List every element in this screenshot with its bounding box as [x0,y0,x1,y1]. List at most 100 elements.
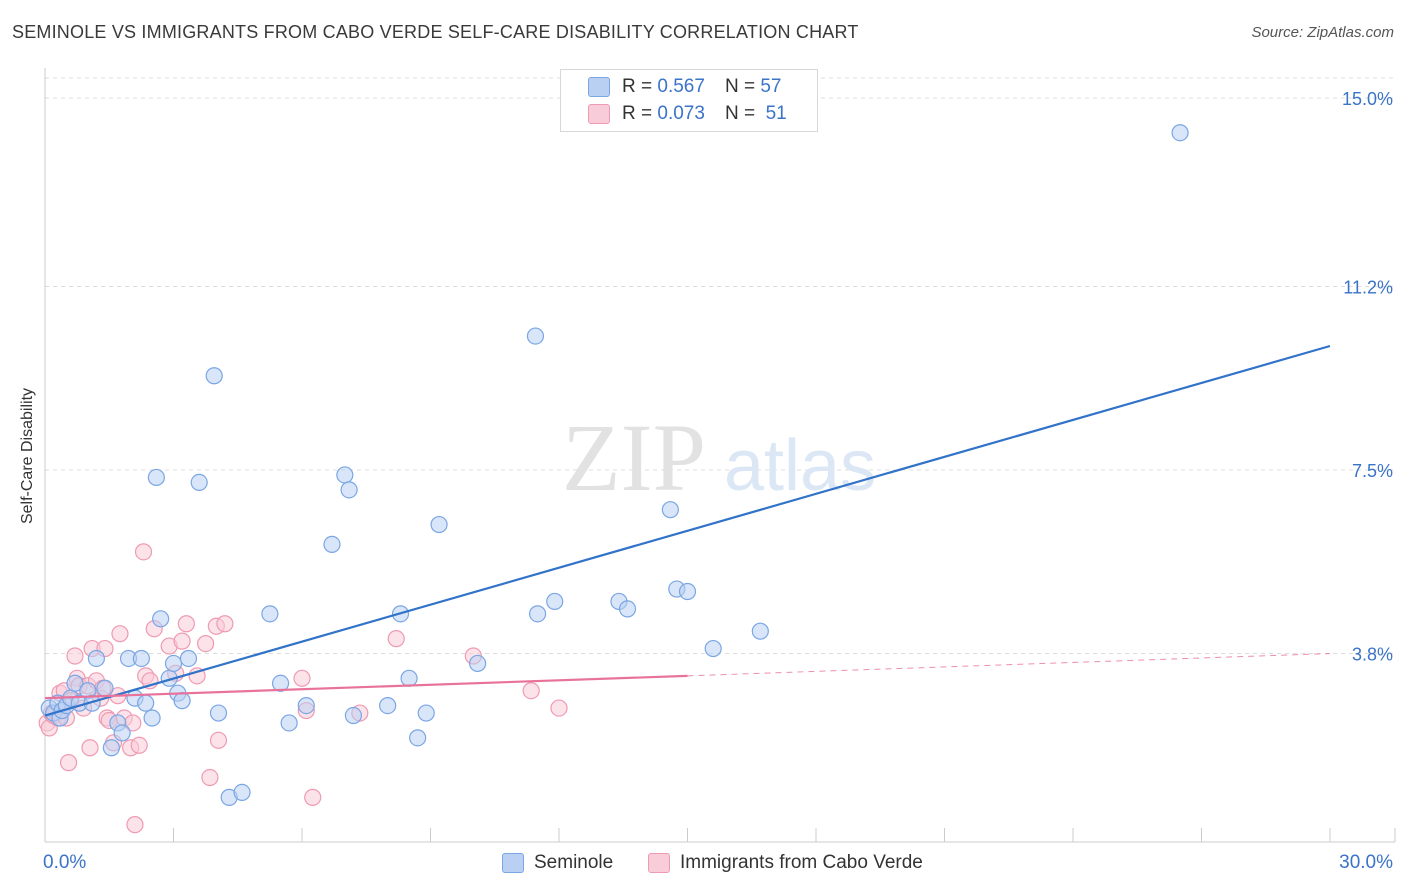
point-seminole [152,610,170,628]
point-seminole [233,783,251,802]
series-seminole-points [40,124,1189,806]
point-seminole [83,694,101,712]
point-seminole [1171,124,1189,142]
legend-swatch-cabo-verde [588,104,610,124]
point-seminole [323,535,341,554]
trend-lines [44,344,1331,717]
point-seminole [344,706,362,725]
point-cabo-verde [59,754,78,772]
point-seminole [66,674,84,692]
legend-n-label: N = [724,103,756,124]
watermark: ZIP atlas [562,404,876,511]
point-seminole [678,582,697,601]
point-cabo-verde [130,736,148,754]
point-seminole [469,654,487,673]
legend-swatch-seminole [588,77,610,97]
point-cabo-verde [126,816,144,834]
point-seminole [546,592,564,611]
point-seminole [137,694,155,712]
legend-n-value: 51 [765,103,787,124]
point-seminole [87,649,106,668]
legend-r-value: 0.567 [657,76,705,97]
point-seminole [379,696,397,715]
watermark-zip: ZIP [562,404,706,511]
legend-r-value: 0.073 [657,103,705,124]
legend-row-cabo-verde: R = 0.073 N = 51 [588,102,787,126]
trend-line-cabo-verde-extrapolated [687,653,1331,677]
legend-row-seminole: R = 0.567 N = 57 [588,75,781,99]
point-seminole [113,724,131,742]
legend-swatch-seminole [502,853,524,873]
y-tick-labels: 3.8% 7.5% 11.2% 15.0% [1342,89,1393,665]
y-axis-title: Self-Care Disability [19,387,36,525]
point-cabo-verde [550,699,568,717]
point-seminole [205,367,223,385]
point-seminole [271,674,290,692]
trend-line-cabo-verde [44,674,688,700]
y-tick-label: 11.2% [1343,277,1393,297]
point-seminole [336,466,354,484]
y-tick-label: 15.0% [1342,89,1393,109]
point-cabo-verde [177,615,195,633]
point-seminole [173,692,191,710]
point-seminole [430,515,448,534]
point-cabo-verde [111,625,129,643]
point-seminole [526,327,545,345]
point-seminole [164,654,183,673]
point-seminole [400,669,418,687]
point-cabo-verde [134,543,153,561]
legend-label-seminole: Seminole [534,852,614,873]
point-seminole [751,622,769,640]
point-seminole [190,473,208,491]
point-cabo-verde [293,669,311,687]
point-seminole [102,739,120,757]
watermark-atlas: atlas [724,426,876,506]
point-cabo-verde [387,630,405,648]
point-cabo-verde [304,788,322,806]
point-seminole [280,714,298,732]
trend-line-seminole [44,344,1331,717]
point-cabo-verde [66,647,84,665]
x-tick-label-min: 0.0% [43,852,87,873]
point-seminole [618,600,637,618]
point-seminole [143,709,161,727]
y-tick-label: 7.5% [1352,461,1393,481]
point-cabo-verde [81,739,99,757]
chart-title: SEMINOLE VS IMMIGRANTS FROM CABO VERDE S… [12,22,859,42]
x-tick-label-max: 30.0% [1339,852,1393,873]
point-seminole [409,729,427,747]
legend-swatch-cabo-verde [648,853,670,873]
legend-r-label: R = [622,76,653,97]
y-tick-label: 3.8% [1352,645,1393,665]
point-cabo-verde [201,768,219,787]
point-seminole [297,696,315,715]
point-seminole [661,501,679,519]
point-cabo-verde [197,634,215,653]
axis-layer [44,68,1396,843]
legend-n-value: 57 [760,76,782,97]
point-seminole [96,679,114,697]
legend-label-cabo-verde: Immigrants from Cabo Verde [680,852,923,873]
legend-n-label: N = [724,76,756,97]
point-cabo-verde [209,731,228,749]
point-seminole [704,639,722,658]
source-label: Source: ZipAtlas.com [1251,24,1394,41]
point-seminole [417,704,435,722]
point-seminole [179,649,198,668]
point-seminole [147,468,165,487]
point-cabo-verde [522,682,540,700]
point-seminole [209,704,228,722]
grid-layer [45,77,1395,655]
legend-item-seminole[interactable]: Seminole [502,852,613,874]
series-legend: Seminole Immigrants from Cabo Verde [0,852,1406,878]
point-cabo-verde [173,632,191,650]
point-seminole [340,481,358,499]
point-seminole [261,605,279,623]
stats-legend: R = 0.567 N = 57 R = 0.073 N = 51 [560,69,818,132]
legend-r-label: R = [622,103,653,124]
legend-item-cabo-verde[interactable]: Immigrants from Cabo Verde [648,852,923,874]
point-seminole [528,605,547,623]
point-cabo-verde [216,615,234,633]
point-seminole [132,649,150,668]
